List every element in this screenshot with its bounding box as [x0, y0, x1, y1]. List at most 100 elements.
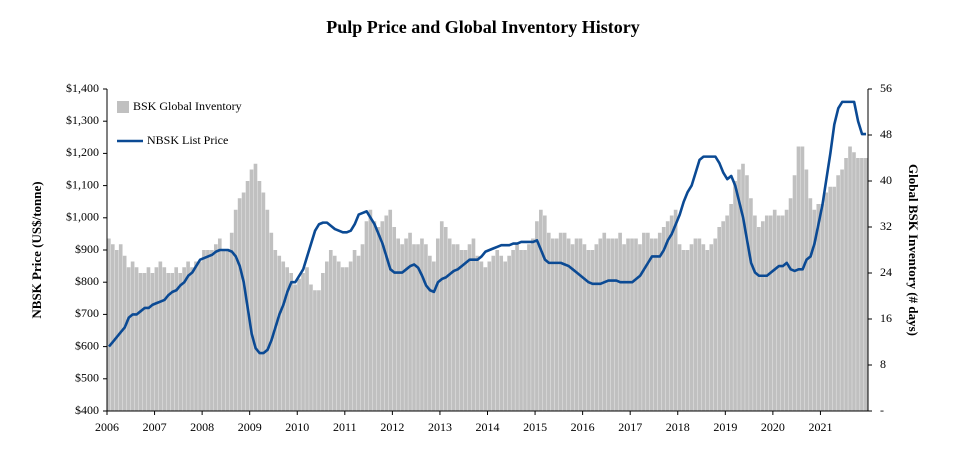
bar: [657, 232, 662, 411]
x-tick-label: 2017: [618, 420, 642, 434]
bar: [455, 244, 460, 411]
bar: [788, 198, 793, 411]
bar: [170, 273, 175, 411]
bar: [784, 209, 789, 411]
bar: [602, 232, 607, 411]
bar: [796, 146, 801, 411]
bar: [297, 278, 301, 411]
bar: [558, 232, 563, 411]
y2-tick-label: 56: [880, 81, 892, 95]
bar: [764, 215, 769, 411]
bar: [681, 250, 686, 411]
bar: [158, 261, 163, 411]
y-tick-label: $1,200: [66, 145, 99, 159]
bar: [372, 221, 377, 411]
bar: [665, 221, 670, 411]
x-tick-label: 2013: [428, 420, 452, 434]
bar: [475, 255, 480, 411]
bar: [642, 232, 646, 411]
x-tick-label: 2014: [476, 420, 500, 434]
bar: [523, 250, 527, 411]
bar: [598, 238, 603, 411]
bar: [249, 169, 254, 411]
bar: [701, 244, 706, 411]
bar: [725, 215, 729, 411]
bar: [808, 198, 813, 411]
x-tick-label: 2021: [808, 420, 832, 434]
bar: [424, 244, 428, 411]
bar: [646, 232, 650, 411]
bar: [717, 227, 722, 411]
bar: [241, 192, 246, 411]
bar: [447, 238, 452, 411]
bar: [221, 250, 226, 411]
x-tick-label: 2006: [95, 420, 119, 434]
chart-title: Pulp Price and Global Inventory History: [326, 17, 640, 37]
bar: [614, 238, 618, 411]
bar: [848, 146, 852, 411]
bar: [380, 221, 385, 411]
bar: [198, 261, 202, 411]
bar: [352, 250, 357, 411]
bar: [606, 238, 611, 411]
bar: [459, 250, 464, 411]
bar: [673, 209, 678, 411]
legend-swatch: [117, 101, 129, 113]
y-tick-label: $600: [75, 338, 99, 352]
bar: [776, 215, 781, 411]
y2-tick-label: 16: [880, 311, 892, 325]
bar: [546, 232, 551, 411]
bar: [780, 215, 785, 411]
bar: [356, 255, 361, 411]
bar: [443, 227, 448, 411]
y-tick-label: $900: [75, 242, 99, 256]
y-tick-label: $700: [75, 306, 99, 320]
bar: [435, 238, 440, 411]
bar: [697, 238, 702, 411]
bar: [527, 244, 531, 411]
y-tick-label: $1,000: [66, 210, 99, 224]
bar: [217, 238, 222, 411]
bar: [685, 250, 690, 411]
bar: [713, 238, 718, 411]
bar: [364, 221, 369, 411]
bar: [281, 261, 286, 411]
bar: [321, 273, 325, 411]
bar: [856, 158, 860, 411]
bar: [824, 192, 829, 411]
bar: [733, 181, 737, 411]
x-tick-label: 2007: [143, 420, 167, 434]
bar: [760, 221, 765, 411]
bar: [515, 244, 519, 411]
bar: [107, 238, 111, 411]
bar: [309, 284, 313, 411]
bar: [396, 238, 400, 411]
bar: [721, 221, 725, 411]
bar: [340, 267, 345, 411]
bar: [416, 244, 420, 411]
bar: [709, 244, 714, 411]
bar: [134, 267, 139, 411]
legend-label: BSK Global Inventory: [133, 99, 242, 113]
bar: [753, 215, 757, 411]
bar: [852, 152, 856, 411]
bar: [253, 163, 258, 411]
y-tick-label: $500: [75, 371, 99, 385]
x-tick-label: 2020: [761, 420, 785, 434]
bar: [376, 227, 381, 411]
y-axis-title: NBSK Price (US$/tonne): [29, 181, 44, 318]
bar: [368, 209, 373, 411]
bar: [816, 204, 821, 411]
bar: [344, 267, 349, 411]
bar: [729, 204, 733, 411]
y-tick-label: $1,400: [66, 81, 99, 95]
bar: [705, 250, 710, 411]
bar: [582, 244, 587, 411]
bar: [130, 261, 135, 411]
bar: [594, 244, 599, 411]
bar: [210, 250, 214, 411]
legend-label: NBSK List Price: [147, 133, 228, 147]
bar: [479, 261, 484, 411]
bar: [265, 209, 270, 411]
bar: [194, 261, 198, 411]
